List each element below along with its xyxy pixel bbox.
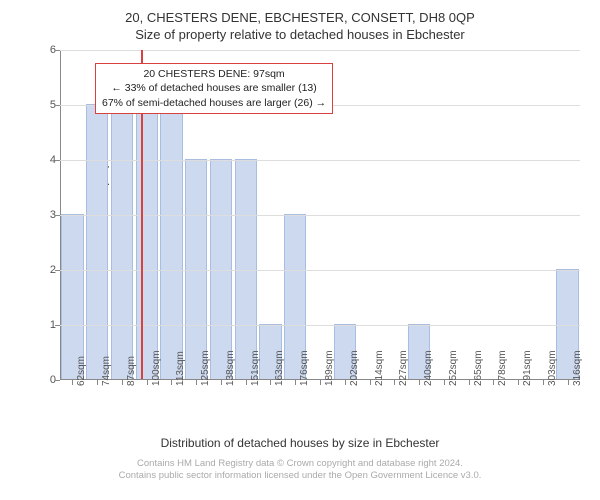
footer-line1: Contains HM Land Registry data © Crown c…	[10, 458, 590, 470]
x-tick-mark	[97, 380, 98, 385]
x-tick-label: 163sqm	[274, 350, 285, 386]
y-tick-label: 2	[38, 264, 56, 276]
x-tick-mark	[370, 380, 371, 385]
x-tick-label: 176sqm	[299, 350, 310, 386]
x-tick-label: 214sqm	[374, 350, 385, 386]
x-tick-label: 252sqm	[448, 350, 459, 386]
x-tick-label: 100sqm	[151, 350, 162, 386]
grid-line	[60, 160, 580, 161]
y-tick-label: 1	[38, 319, 56, 331]
bar	[235, 159, 257, 379]
x-tick-label: 138sqm	[225, 350, 236, 386]
bar	[160, 104, 182, 379]
property-size-chart: 20, CHESTERS DENE, EBCHESTER, CONSETT, D…	[10, 10, 590, 490]
y-tick-mark	[55, 50, 60, 51]
footer-line2: Contains public sector information licen…	[10, 470, 590, 482]
x-tick-label: 62sqm	[76, 356, 87, 386]
bar	[111, 104, 133, 379]
x-tick-label: 113sqm	[175, 351, 186, 386]
x-tick-label: 87sqm	[126, 356, 137, 386]
x-tick-label: 151sqm	[250, 350, 261, 386]
x-tick-mark	[320, 380, 321, 385]
y-tick-label: 5	[38, 99, 56, 111]
x-tick-mark	[246, 380, 247, 385]
y-tick-mark	[55, 215, 60, 216]
y-tick-mark	[55, 160, 60, 161]
chart-title-main: 20, CHESTERS DENE, EBCHESTER, CONSETT, D…	[10, 10, 590, 25]
annotation-box: 20 CHESTERS DENE: 97sqm ← 33% of detache…	[95, 63, 333, 114]
x-tick-mark	[419, 380, 420, 385]
bar	[185, 159, 207, 379]
annotation-line2: ← 33% of detached houses are smaller (13…	[102, 81, 326, 95]
x-tick-label: 189sqm	[324, 350, 335, 386]
x-tick-mark	[345, 380, 346, 385]
x-tick-mark	[394, 380, 395, 385]
x-tick-mark	[270, 380, 271, 385]
bar	[210, 159, 232, 379]
bar	[61, 214, 83, 379]
x-tick-label: 291sqm	[522, 350, 533, 386]
y-tick-mark	[55, 270, 60, 271]
x-tick-mark	[72, 380, 73, 385]
bar	[86, 104, 108, 379]
chart-title-sub: Size of property relative to detached ho…	[10, 27, 590, 42]
y-tick-mark	[55, 105, 60, 106]
grid-line	[60, 325, 580, 326]
x-tick-mark	[469, 380, 470, 385]
x-tick-label: 125sqm	[200, 350, 211, 386]
y-tick-label: 4	[38, 154, 56, 166]
x-tick-mark	[122, 380, 123, 385]
x-tick-label: 74sqm	[101, 356, 112, 386]
x-tick-mark	[493, 380, 494, 385]
y-tick-label: 3	[38, 209, 56, 221]
x-tick-label: 278sqm	[497, 350, 508, 386]
x-tick-mark	[568, 380, 569, 385]
x-tick-mark	[171, 380, 172, 385]
x-tick-label: 240sqm	[423, 350, 434, 386]
chart-footer: Contains HM Land Registry data © Crown c…	[10, 458, 590, 483]
x-tick-label: 316sqm	[572, 350, 583, 386]
y-tick-mark	[55, 325, 60, 326]
x-tick-mark	[295, 380, 296, 385]
grid-line	[60, 270, 580, 271]
grid-line	[60, 215, 580, 216]
y-tick-label: 6	[38, 44, 56, 56]
x-tick-mark	[147, 380, 148, 385]
x-tick-mark	[221, 380, 222, 385]
x-tick-mark	[518, 380, 519, 385]
x-tick-mark	[196, 380, 197, 385]
plot-area: Number of detached properties 0123456 20…	[60, 50, 580, 380]
grid-line	[60, 50, 580, 51]
x-tick-mark	[543, 380, 544, 385]
x-tick-label: 227sqm	[398, 350, 409, 386]
annotation-line3: 67% of semi-detached houses are larger (…	[102, 96, 326, 110]
x-tick-label: 202sqm	[349, 350, 360, 386]
x-tick-label: 303sqm	[547, 350, 558, 386]
x-tick-mark	[444, 380, 445, 385]
y-tick-label: 0	[38, 374, 56, 386]
bar	[136, 104, 158, 379]
x-tick-label: 265sqm	[473, 350, 484, 386]
annotation-line1: 20 CHESTERS DENE: 97sqm	[102, 67, 326, 81]
x-ticks: 62sqm74sqm87sqm100sqm113sqm125sqm138sqm1…	[60, 380, 580, 430]
x-axis-label: Distribution of detached houses by size …	[10, 436, 590, 450]
